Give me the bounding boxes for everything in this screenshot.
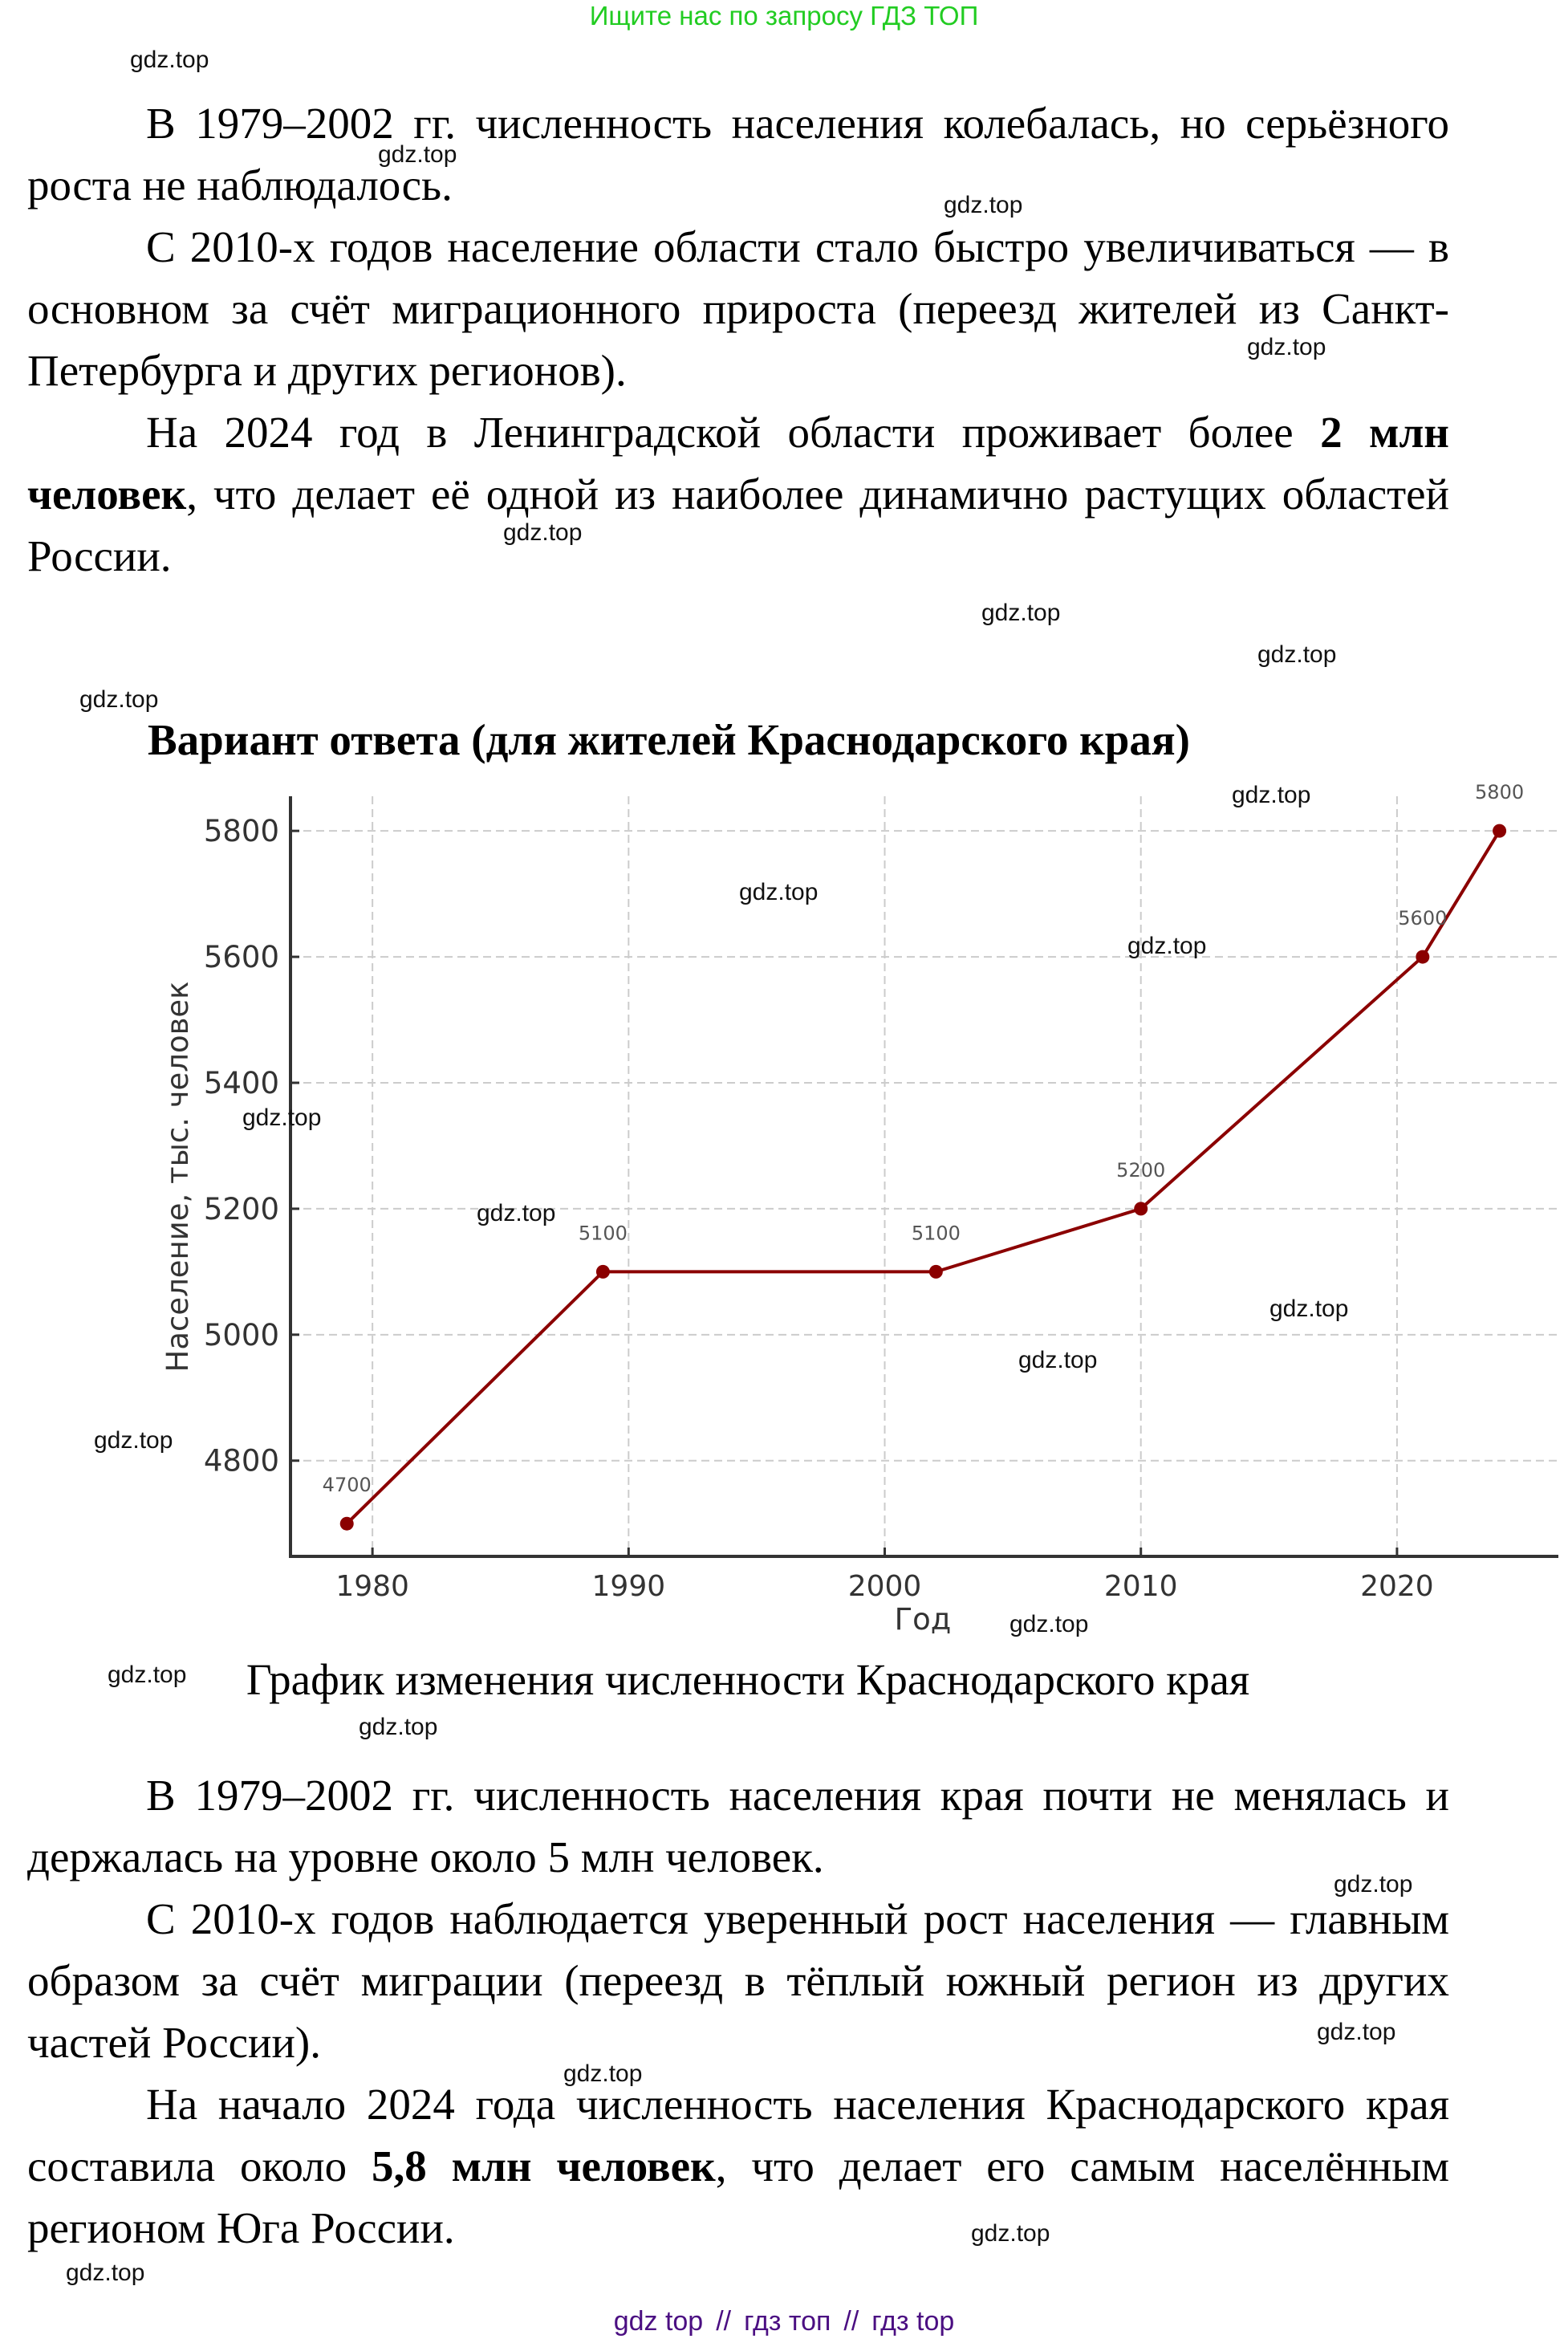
watermark-text: gdz.top xyxy=(944,192,1023,218)
paragraph-text: В 1979–2002 гг. численность населения ко… xyxy=(27,99,1449,209)
population-line xyxy=(345,830,1501,1525)
paragraph: На 2024 год в Ленинградской области прож… xyxy=(27,401,1449,587)
watermark-text: gdz.top xyxy=(1018,1347,1098,1373)
watermark-text: gdz.top xyxy=(378,141,457,168)
watermark-text: gdz.top xyxy=(981,600,1061,626)
watermark-text: gdz.top xyxy=(1127,933,1207,959)
chart-caption: График изменения численности Краснодарск… xyxy=(0,1649,1568,1710)
data-point-marker xyxy=(595,1264,610,1279)
leningrad-text: В 1979–2002 гг. численность населения ко… xyxy=(27,92,1449,587)
paragraph-text: , что делает его самым населённым регион… xyxy=(27,2142,1449,2252)
footer-separator: // xyxy=(716,2306,732,2337)
watermark-text: gdz.top xyxy=(1269,1296,1349,1322)
paragraph-text: На 2024 год в Ленинградской области прож… xyxy=(146,408,1321,457)
paragraph: В 1979–2002 гг. численность населения ко… xyxy=(27,92,1449,216)
section-title: Вариант ответа (для жителей Краснодарско… xyxy=(148,715,1190,764)
data-label: 5100 xyxy=(912,1222,961,1244)
data-point-marker xyxy=(1493,824,1507,838)
emphasis-text: 5,8 млн человек xyxy=(371,2142,716,2190)
paragraph-text: С 2010-х годов наблюдается уверенный рос… xyxy=(27,1894,1449,2067)
data-label: 5100 xyxy=(579,1222,628,1244)
watermark-text: gdz.top xyxy=(739,879,819,905)
y-tick-label: 5400 xyxy=(204,1066,279,1100)
krasnodar-text: В 1979–2002 гг. численность населения кр… xyxy=(27,1764,1449,2259)
y-axis-label: Население, тыс. человек xyxy=(160,982,195,1373)
paragraph: С 2010-х годов население области стало б… xyxy=(27,216,1449,401)
footer-links: gdz top // гдз топ // гдз top xyxy=(0,2304,1568,2339)
footer-link[interactable]: gdz top xyxy=(613,2306,704,2337)
watermark-text: gdz.top xyxy=(971,2220,1050,2247)
data-label: 5200 xyxy=(1116,1159,1165,1182)
paragraph-text: , что делает её одной из наиболее динами… xyxy=(27,470,1449,580)
data-point-marker xyxy=(1416,950,1430,964)
watermark-text: gdz.top xyxy=(108,1662,187,1688)
watermark-text: gdz.top xyxy=(563,2060,643,2087)
data-label: 4700 xyxy=(323,1474,372,1496)
watermark-text: gdz.top xyxy=(1232,782,1311,808)
footer-link[interactable]: гдз топ xyxy=(744,2306,831,2337)
x-tick-label: 2000 xyxy=(848,1570,922,1603)
paragraph-text: В 1979–2002 гг. численность населения кр… xyxy=(27,1771,1449,1881)
watermark-text: gdz.top xyxy=(242,1104,322,1131)
watermark-text: gdz.top xyxy=(66,2260,145,2286)
paragraph-text: С 2010-х годов население области стало б… xyxy=(27,222,1449,395)
paragraph-text: На начало 2024 года численность населени… xyxy=(27,2080,1449,2190)
footer-separator: // xyxy=(843,2306,859,2337)
watermark-text: gdz.top xyxy=(79,686,159,713)
data-label: 5800 xyxy=(1475,781,1524,803)
watermark-text: gdz.top xyxy=(1317,2019,1396,2045)
x-tick-label: 2010 xyxy=(1104,1570,1178,1603)
search-banner: Ищите нас по запросу ГДЗ ТОП xyxy=(589,1,979,31)
data-point-marker xyxy=(1134,1202,1148,1216)
y-tick-label: 5600 xyxy=(204,940,279,974)
watermark-text: gdz.top xyxy=(1257,641,1337,668)
x-axis-label: Год xyxy=(895,1602,952,1637)
watermark-text: gdz.top xyxy=(503,519,583,546)
watermark-text: gdz.top xyxy=(359,1714,438,1740)
paragraph: С 2010-х годов наблюдается уверенный рос… xyxy=(27,1888,1449,2073)
paragraph: На начало 2024 года численность населени… xyxy=(27,2073,1449,2259)
watermark-text: gdz.top xyxy=(1334,1871,1413,1898)
chart-caption-text: График изменения численности Краснодарск… xyxy=(246,1655,1250,1704)
emphasis-text: 2 млн человек xyxy=(27,408,1449,519)
data-point-marker xyxy=(928,1264,943,1279)
watermark-text: gdz.top xyxy=(94,1427,173,1454)
watermark-text: gdz.top xyxy=(477,1200,556,1226)
data-label: 5600 xyxy=(1398,907,1447,929)
y-tick-label: 5200 xyxy=(204,1192,279,1226)
watermark-text: gdz.top xyxy=(1247,334,1326,360)
paragraph: В 1979–2002 гг. численность населения кр… xyxy=(27,1764,1449,1888)
data-point-marker xyxy=(339,1516,354,1531)
watermark-text: gdz.top xyxy=(130,47,209,73)
watermark-text: gdz.top xyxy=(1009,1611,1089,1637)
x-tick-label: 1980 xyxy=(335,1570,409,1603)
x-tick-label: 2020 xyxy=(1360,1570,1434,1603)
y-tick-label: 5000 xyxy=(204,1318,279,1353)
x-tick-label: 1990 xyxy=(592,1570,666,1603)
y-tick-label: 5800 xyxy=(204,814,279,848)
footer-link[interactable]: гдз top xyxy=(871,2306,955,2337)
y-tick-label: 4800 xyxy=(204,1444,279,1479)
